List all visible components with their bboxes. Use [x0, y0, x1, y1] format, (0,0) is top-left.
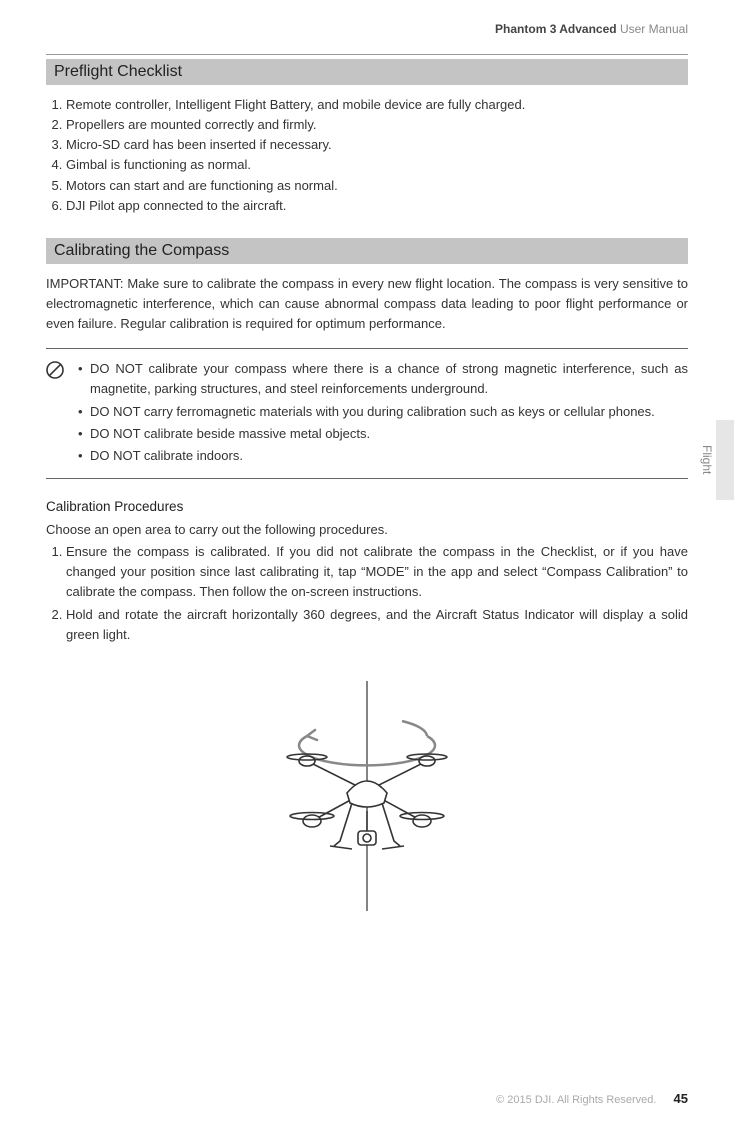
list-item: DO NOT calibrate indoors. [78, 446, 688, 466]
drone-rotation-figure [46, 681, 688, 914]
list-item: DO NOT carry ferromagnetic materials wit… [78, 402, 688, 422]
list-item: Propellers are mounted correctly and fir… [66, 115, 688, 135]
section-title-compass: Calibrating the Compass [46, 238, 688, 264]
list-item: Gimbal is functioning as normal. [66, 155, 688, 175]
list-item: Hold and rotate the aircraft horizontall… [66, 605, 688, 645]
side-tab [716, 420, 734, 500]
procedures-intro: Choose an open area to carry out the fol… [46, 520, 688, 540]
list-item: DJI Pilot app connected to the aircraft. [66, 196, 688, 216]
header-rule [46, 54, 688, 55]
section-title-preflight: Preflight Checklist [46, 59, 688, 85]
page-content: Phantom 3 Advanced User Manual Preflight… [0, 0, 734, 914]
procedures-list: Ensure the compass is calibrated. If you… [46, 542, 688, 645]
warning-list: DO NOT calibrate your compass where ther… [78, 359, 688, 468]
compass-intro: IMPORTANT: Make sure to calibrate the co… [46, 274, 688, 334]
list-item: DO NOT calibrate beside massive metal ob… [78, 424, 688, 444]
page-footer: © 2015 DJI. All Rights Reserved. 45 [496, 1091, 688, 1106]
prohibit-icon [46, 359, 78, 468]
copyright: © 2015 DJI. All Rights Reserved. [496, 1094, 656, 1106]
list-item: Ensure the compass is calibrated. If you… [66, 542, 688, 602]
procedures-heading: Calibration Procedures [46, 499, 688, 514]
list-item: Motors can start and are functioning as … [66, 176, 688, 196]
list-item: Remote controller, Intelligent Flight Ba… [66, 95, 688, 115]
page-number: 45 [674, 1091, 688, 1106]
preflight-list: Remote controller, Intelligent Flight Ba… [46, 95, 688, 216]
product-name: Phantom 3 Advanced [495, 22, 617, 36]
warning-box: DO NOT calibrate your compass where ther… [46, 348, 688, 479]
list-item: DO NOT calibrate your compass where ther… [78, 359, 688, 399]
manual-label-text: User Manual [620, 22, 688, 36]
page-header: Phantom 3 Advanced User Manual [46, 22, 688, 36]
list-item: Micro-SD card has been inserted if neces… [66, 135, 688, 155]
side-tab-label: Flight [700, 420, 714, 500]
